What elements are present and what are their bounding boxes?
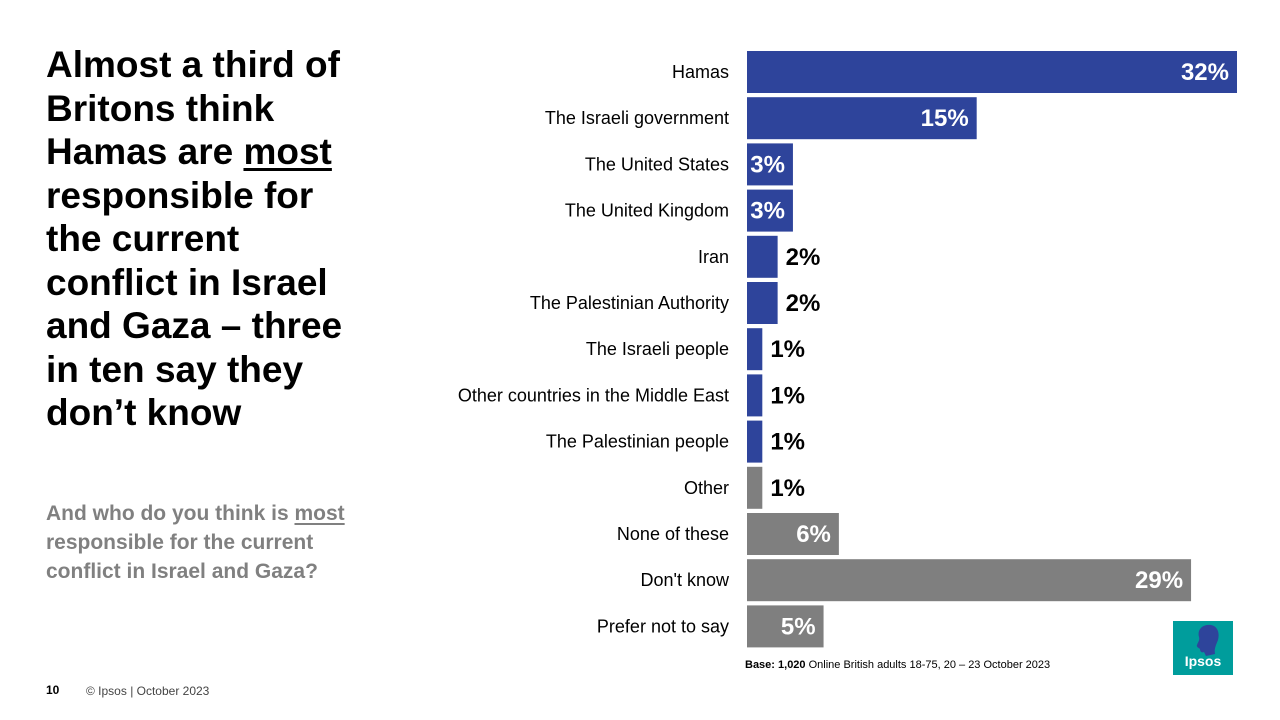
value-label: 5% (781, 613, 816, 640)
bar-none-of-these (747, 513, 839, 555)
category-label: The Palestinian people (546, 432, 729, 452)
value-label: 1% (770, 475, 805, 502)
category-label: The Israeli government (545, 108, 729, 128)
headline-emphasis: most (243, 131, 332, 172)
category-label: Don't know (641, 570, 730, 590)
category-label: The United States (585, 154, 729, 174)
base-note: Base: 1,020 Online British adults 18-75,… (745, 659, 1050, 671)
bar-iran (747, 235, 778, 278)
bar-the-united-states (747, 143, 793, 186)
value-label: 2% (786, 290, 821, 317)
ipsos-head-icon (1196, 624, 1219, 656)
category-label: Other (684, 478, 729, 498)
category-label: Hamas (672, 62, 729, 82)
value-label: 1% (770, 336, 805, 363)
question-emphasis: most (294, 502, 345, 525)
category-label: Prefer not to say (597, 616, 729, 636)
headline: Almost a third of Britons think Hamas ar… (46, 43, 366, 435)
value-label: 15% (921, 105, 969, 132)
category-label: The United Kingdom (565, 201, 729, 221)
base-label: Base: 1,020 (745, 659, 806, 671)
category-label: None of these (617, 524, 729, 544)
page-number: 10 (46, 683, 60, 697)
category-label: Other countries in the Middle East (458, 385, 729, 405)
value-label: 32% (1181, 59, 1229, 86)
category-label: Iran (698, 247, 729, 267)
bar-the-united-kingdom (747, 189, 793, 232)
question-text-before: And who do you think is (46, 502, 295, 525)
bar-the-palestinian-people (747, 420, 763, 463)
value-label: 2% (786, 244, 821, 271)
value-label: 6% (796, 521, 831, 548)
value-label: 3% (750, 198, 785, 225)
ipsos-logo: Ipsos (1173, 621, 1233, 675)
bar-hamas (747, 51, 1237, 93)
bar-chart: Hamas 32% The Israeli government 15% The Uni… (458, 51, 1237, 648)
bar-the-israeli-government (747, 97, 977, 140)
survey-question: And who do you think is most responsible… (46, 499, 346, 586)
bar-the-israeli-people (747, 328, 763, 371)
headline-text-after: responsible for the current conflict in … (46, 174, 343, 434)
bar-don-t-know (747, 559, 1192, 602)
logo-text: Ipsos (1184, 653, 1222, 669)
bar-prefer-not-to-say (747, 605, 824, 648)
value-label: 3% (750, 151, 785, 178)
question-text-after: responsible for the current conflict in … (46, 531, 318, 583)
category-label: The Palestinian Authority (530, 293, 729, 313)
bar-other (747, 466, 763, 509)
value-label: 1% (770, 382, 805, 409)
copyright: © Ipsos | October 2023 (86, 684, 210, 698)
base-text: Online British adults 18-75, 20 – 23 Oct… (805, 659, 1051, 671)
value-label: 29% (1135, 567, 1183, 594)
bar-the-palestinian-authority (747, 282, 778, 324)
bar-other-countries-in-the-middle-east (747, 374, 763, 417)
headline-text-before: Almost a third of Britons think Hamas ar… (46, 44, 340, 172)
value-label: 1% (770, 429, 805, 456)
category-label: The Israeli people (586, 339, 729, 359)
